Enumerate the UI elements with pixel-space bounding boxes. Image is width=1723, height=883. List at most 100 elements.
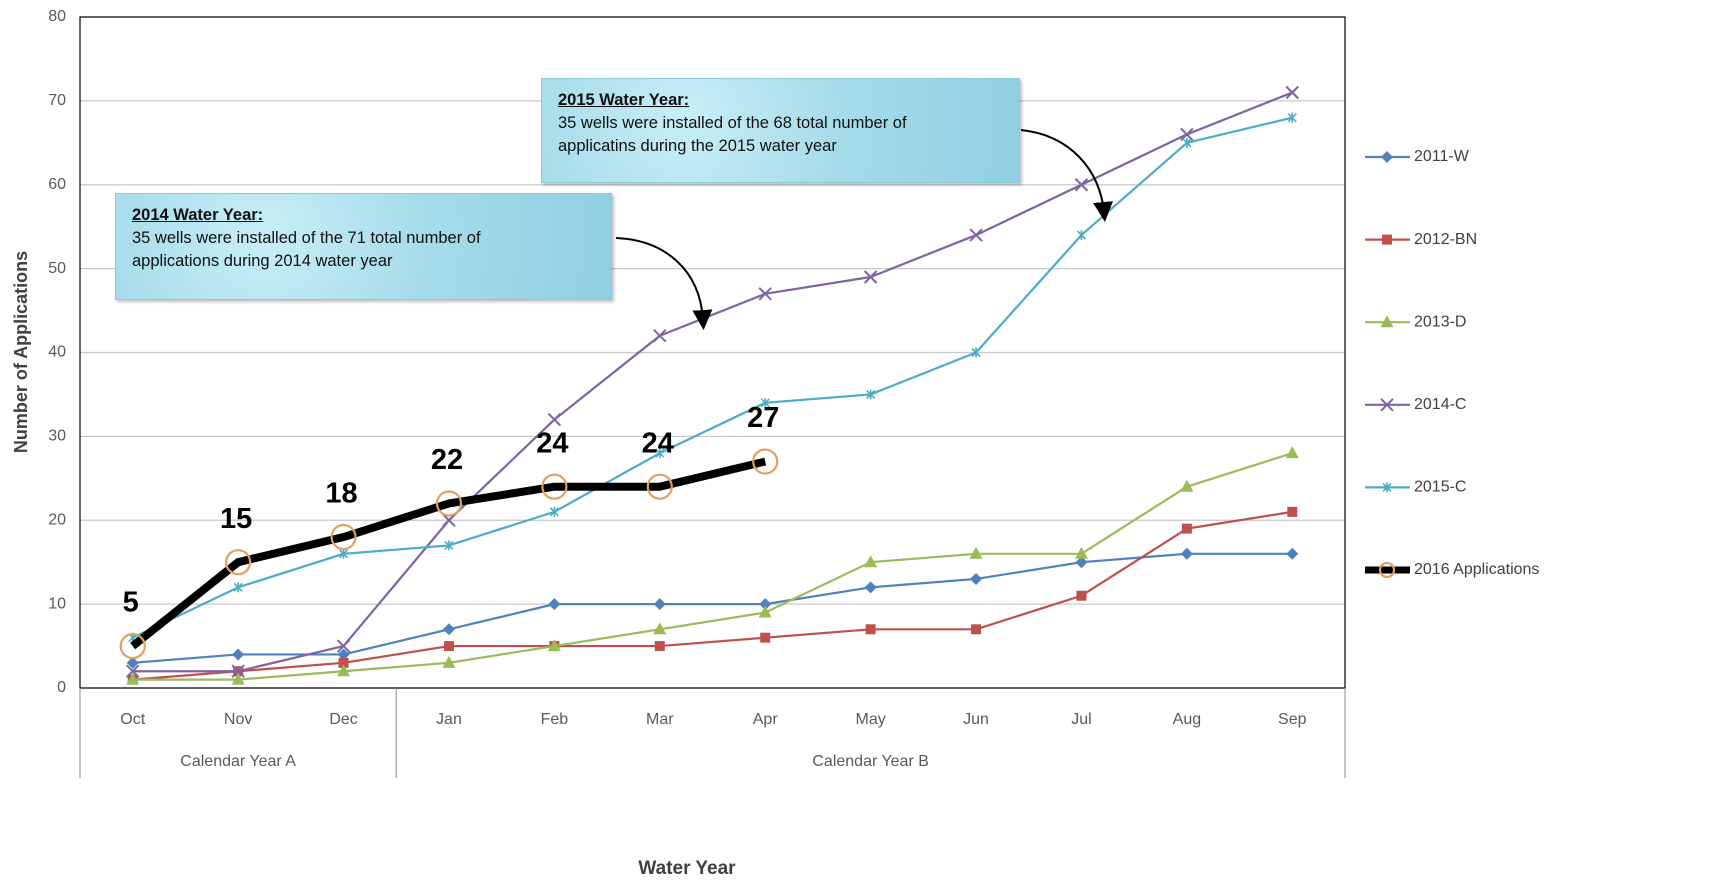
marker: [231, 672, 245, 685]
marker: [547, 639, 561, 652]
x-tick-label: Mar: [646, 711, 674, 728]
marker: [119, 632, 146, 660]
marker: [655, 448, 665, 459]
marker: [760, 632, 771, 643]
marker: [971, 347, 981, 358]
marker: [1378, 561, 1396, 579]
legend-label: 2011-W: [1414, 148, 1470, 165]
marker: [653, 598, 666, 611]
marker: [654, 641, 665, 652]
x-tick-label: Aug: [1173, 711, 1201, 728]
annotation-title: 2014 Water Year:: [132, 206, 264, 224]
data-label: 22: [431, 444, 463, 476]
annotation-box: 2015 Water Year: 35 wells were installed…: [541, 78, 1020, 183]
marker: [337, 648, 350, 661]
marker: [232, 648, 245, 661]
marker: [865, 624, 876, 635]
annotation-title: 2015 Water Year:: [558, 91, 690, 109]
marker: [549, 506, 559, 517]
series: 5 15 18 22 24 24 27: [119, 85, 1299, 685]
marker: [1180, 127, 1194, 142]
marker: [231, 664, 245, 678]
legend: 2011-W 2012-BN 2013-D 2014-C 2015-C 2016 Appl…: [1365, 148, 1539, 578]
x-tick-label: Sep: [1278, 711, 1307, 728]
marker: [442, 513, 456, 527]
y-tick-label: 10: [48, 595, 66, 612]
marker: [863, 270, 878, 284]
data-label: 18: [325, 478, 357, 510]
marker: [330, 523, 357, 551]
marker: [444, 540, 454, 551]
arrow: [1020, 129, 1114, 222]
marker: [225, 549, 252, 576]
annotation-line: applications during 2014 water year: [132, 252, 393, 270]
marker: [1180, 547, 1193, 560]
marker: [443, 641, 454, 652]
legend-label: 2015-C: [1414, 479, 1466, 496]
marker: [337, 664, 351, 677]
x-tick-label: Jan: [436, 711, 462, 728]
data-label: 24: [642, 427, 674, 459]
marker: [1076, 590, 1087, 601]
marker: [1285, 85, 1299, 100]
marker: [864, 581, 877, 594]
series-line: [132, 452, 1293, 681]
annotation-box: 2014 Water Year: 35 wells were installed…: [115, 193, 612, 300]
marker: [126, 656, 139, 669]
series-line: [132, 510, 1293, 681]
marker: [338, 657, 349, 668]
y-tick-label: 0: [57, 679, 66, 696]
x-axis: Oct Nov Dec Jan Feb Mar Apr May Jun Jul Aug Sep Cale…: [79, 688, 1346, 778]
data-label: 5: [123, 587, 139, 619]
x-tick-label: May: [856, 711, 886, 728]
marker: [442, 655, 456, 668]
series-line: [132, 91, 1293, 673]
marker: [1382, 234, 1392, 245]
marker: [1286, 547, 1299, 560]
marker: [653, 329, 667, 343]
marker: [653, 622, 667, 635]
marker: [1076, 230, 1087, 241]
marker: [1074, 546, 1088, 559]
marker: [442, 623, 455, 636]
marker: [126, 672, 140, 685]
x-tick-label: Jun: [963, 711, 989, 728]
marker: [1074, 178, 1089, 192]
y-tick-label: 60: [48, 176, 66, 193]
marker: [646, 473, 673, 500]
marker: [541, 473, 568, 500]
marker: [1075, 556, 1088, 569]
data-label: 15: [220, 503, 252, 535]
marker: [758, 605, 772, 618]
data-label: 27: [747, 402, 779, 434]
marker: [1287, 112, 1297, 123]
marker: [548, 598, 561, 611]
marker: [759, 598, 772, 611]
marker: [970, 572, 983, 585]
x-tick-label: Oct: [120, 711, 145, 728]
x-tick-label: Dec: [329, 711, 357, 728]
marker: [969, 228, 983, 242]
marker: [126, 664, 140, 678]
y-tick-label: 20: [48, 511, 66, 528]
y-axis-title: Number of Applications: [11, 251, 31, 453]
group-label: Calendar Year B: [812, 753, 929, 770]
marker: [233, 582, 243, 593]
annotation-line: applicatins during the 2015 water year: [558, 137, 837, 155]
marker: [336, 639, 351, 653]
marker: [1285, 446, 1299, 459]
legend-label: 2014-C: [1414, 396, 1466, 413]
x-axis-title: Water Year: [638, 858, 736, 879]
y-tick-label: 30: [48, 428, 66, 445]
plot-frame: [79, 16, 1346, 689]
x-tick-label: Jul: [1071, 711, 1091, 728]
x-tick-label: Feb: [541, 711, 569, 728]
marker: [547, 412, 562, 427]
marker: [1182, 137, 1192, 148]
marker: [758, 287, 772, 301]
marker: [1381, 151, 1393, 163]
legend-label: 2013-D: [1414, 313, 1466, 330]
x-tick-label: Apr: [753, 711, 779, 728]
x-tick-label: Nov: [224, 711, 252, 728]
